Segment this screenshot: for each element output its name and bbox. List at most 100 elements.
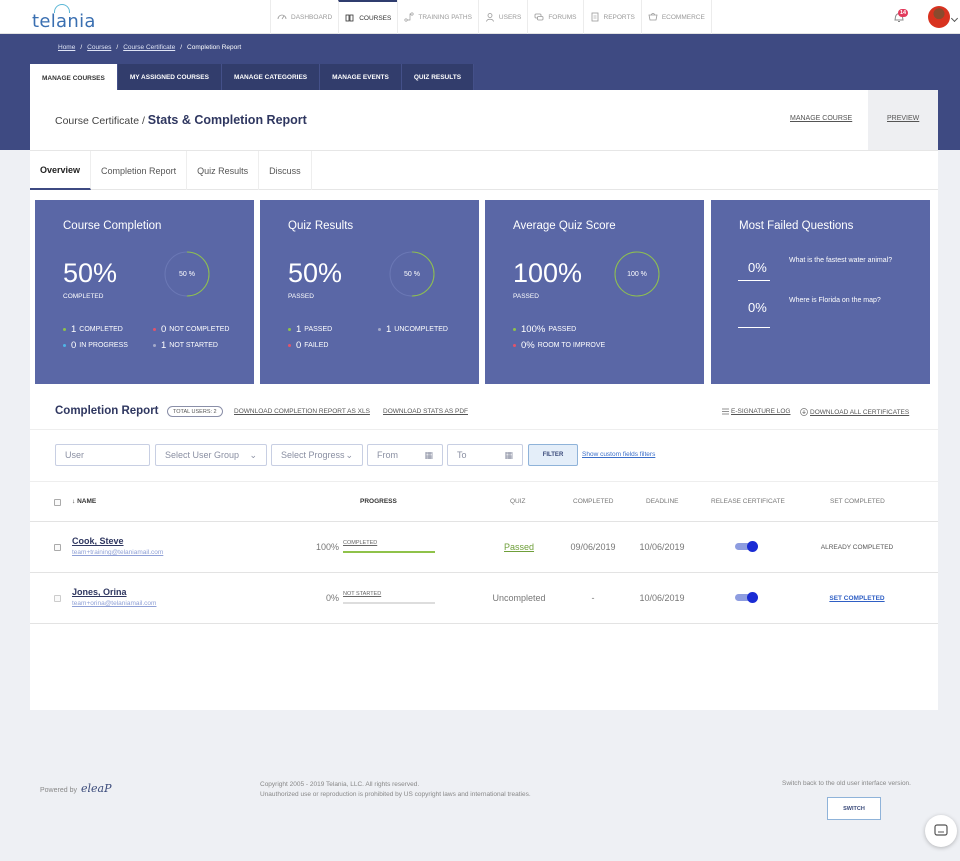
nav-users[interactable]: USERS xyxy=(477,0,527,34)
th-name[interactable]: ↓ NAME xyxy=(72,498,96,505)
chevron-down-icon: ⌄ xyxy=(345,449,353,460)
th-quiz: QUIZ xyxy=(510,498,526,505)
breadcrumb-separator: / xyxy=(116,44,119,51)
nav-forums[interactable]: FORUMS xyxy=(527,0,582,34)
legend-label: FAILED xyxy=(304,342,329,349)
breadcrumb-courses[interactable]: Courses xyxy=(87,44,112,51)
list-icon xyxy=(722,408,729,415)
calendar-icon: ▦ xyxy=(424,449,433,460)
select-all-checkbox[interactable] xyxy=(54,499,61,506)
tab-completion-report[interactable]: Completion Report xyxy=(91,151,188,190)
card-sub-label: PASSED xyxy=(288,293,314,300)
to-date-input[interactable]: To ▦ xyxy=(447,444,523,466)
user-name-link[interactable]: Cook, Steve xyxy=(72,536,124,546)
download-icon xyxy=(800,408,808,416)
nav-dashboard[interactable]: DASHBOARD xyxy=(270,0,338,34)
row-checkbox[interactable] xyxy=(54,595,61,602)
from-date-input[interactable]: From ▦ xyxy=(367,444,443,466)
th-deadline: DEADLINE xyxy=(646,498,679,505)
nav-label: ECOMMERCE xyxy=(661,13,705,21)
download-certs-label: DOWNLOAD ALL CERTIFICATES xyxy=(810,408,910,416)
switch-ui-text: Switch back to the old user interface ve… xyxy=(782,780,911,787)
tab-manage-courses[interactable]: MANAGE COURSES xyxy=(30,64,118,92)
download-xls-link[interactable]: DOWNLOAD COMPLETION REPORT AS XLS xyxy=(234,408,370,415)
tab-quiz-results[interactable]: QUIZ RESULTS xyxy=(401,64,475,90)
user-group-select[interactable]: Select User Group ⌄ xyxy=(155,444,267,466)
release-certificate-toggle[interactable] xyxy=(735,541,758,552)
download-pdf-link[interactable]: DOWNLOAD STATS AS PDF xyxy=(383,408,468,415)
eleap-logo[interactable]: eleaP xyxy=(80,782,112,795)
custom-fields-filters-link[interactable]: Show custom fields filters xyxy=(582,451,656,458)
progress-select[interactable]: Select Progress ⌄ xyxy=(271,444,363,466)
telania-logo[interactable]: telania xyxy=(32,4,96,32)
progress-fill xyxy=(343,551,435,553)
chevron-down-icon[interactable] xyxy=(950,14,959,23)
card-sub-label: COMPLETED xyxy=(63,293,104,300)
filters-bar: User Select User Group ⌄ Select Progress ⌄… xyxy=(30,429,938,481)
set-completed-link[interactable]: SET COMPLETED xyxy=(829,595,885,602)
breadcrumb-home[interactable]: Home xyxy=(58,44,76,51)
filter-button[interactable]: FILTER xyxy=(528,444,578,466)
nav-courses[interactable]: COURSES xyxy=(338,0,398,34)
deadline-date: 10/06/2019 xyxy=(639,542,685,552)
nav-reports[interactable]: REPORTS xyxy=(582,0,641,34)
card-title: Course Completion xyxy=(63,220,162,232)
tab-manage-categories[interactable]: MANAGE CATEGORIES xyxy=(221,64,321,90)
divider xyxy=(738,327,770,328)
sub-tabs: Overview Completion Report Quiz Results … xyxy=(30,150,938,190)
speedometer-icon xyxy=(277,14,287,20)
th-completed: COMPLETED xyxy=(573,498,614,505)
user-avatar[interactable] xyxy=(928,6,950,28)
tab-my-assigned-courses[interactable]: MY ASSIGNED COURSES xyxy=(117,64,222,90)
legend-num: 1 xyxy=(161,340,167,351)
quiz-results-card: Quiz Results 50% PASSED 50 % 1 PASSED 1 UN… xyxy=(260,200,479,384)
breadcrumb-separator: / xyxy=(180,44,183,51)
nav-training-paths[interactable]: TRAINING PATHS xyxy=(397,0,478,34)
nav-label: TRAINING PATHS xyxy=(418,13,472,21)
quiz-result-link[interactable]: Passed xyxy=(504,542,535,552)
total-users-badge: TOTAL USERS: 2 xyxy=(167,406,223,417)
preview-link[interactable]: PREVIEW xyxy=(887,115,920,122)
user-email-link[interactable]: team+orina@telaniamail.com xyxy=(72,600,157,607)
breadcrumb-course-certificate[interactable]: Course Certificate xyxy=(123,44,176,51)
legend-room-to-improve: 0% ROOM TO IMPROVE xyxy=(513,340,605,351)
tab-manage-events[interactable]: MANAGE EVENTS xyxy=(320,64,402,90)
legend-label: IN PROGRESS xyxy=(79,342,128,349)
nav-label: USERS xyxy=(498,13,522,21)
chat-widget-button[interactable] xyxy=(925,815,957,847)
ring-label: 100 % xyxy=(627,270,647,278)
legend-dot xyxy=(63,328,66,331)
esignature-label: E-SIGNATURE LOG xyxy=(731,408,791,415)
manage-course-link[interactable]: MANAGE COURSE xyxy=(790,115,853,122)
path-icon xyxy=(404,12,414,22)
user-email-link[interactable]: team+training@telaniamail.com xyxy=(72,549,164,556)
switch-button[interactable]: SWITCH xyxy=(827,797,881,820)
nav-label: FORUMS xyxy=(548,13,577,21)
legend-num: 1 xyxy=(296,324,302,335)
esignature-log-link[interactable]: E-SIGNATURE LOG xyxy=(722,408,790,415)
logo-text: telania xyxy=(32,11,96,32)
legend-num: 1 xyxy=(386,324,392,335)
nav-ecommerce[interactable]: ECOMMERCE xyxy=(640,0,712,34)
chat-icon xyxy=(534,13,544,21)
release-certificate-toggle[interactable] xyxy=(735,592,758,603)
legend-num: 0% xyxy=(521,340,535,351)
tab-discuss[interactable]: Discuss xyxy=(259,151,312,190)
cart-icon xyxy=(648,13,658,21)
row-checkbox[interactable] xyxy=(54,544,61,551)
download-all-certificates-link[interactable]: DOWNLOAD ALL CERTIFICATES xyxy=(800,408,909,416)
user-name-link[interactable]: Jones, Orina xyxy=(72,587,127,597)
tab-quiz-results[interactable]: Quiz Results xyxy=(187,151,260,190)
user-filter-input[interactable]: User xyxy=(55,444,150,466)
tab-overview[interactable]: Overview xyxy=(30,151,92,190)
breadcrumb: Home / Courses / Course Certificate / Compl… xyxy=(58,44,241,51)
completion-report-title: Completion Report xyxy=(55,405,159,417)
preview-box xyxy=(868,90,938,150)
legend-label: UNCOMPLETED xyxy=(394,326,448,333)
main-nav: DASHBOARD COURSES TRAINING PATHS USERS F… xyxy=(270,0,712,34)
nav-label: DASHBOARD xyxy=(291,13,333,21)
legend-passed: 1 PASSED xyxy=(288,324,332,335)
table-row: Cook, Steve team+training@telaniamail.co… xyxy=(30,521,938,572)
progress-ring xyxy=(164,251,210,297)
legend-num: 0 xyxy=(296,340,302,351)
